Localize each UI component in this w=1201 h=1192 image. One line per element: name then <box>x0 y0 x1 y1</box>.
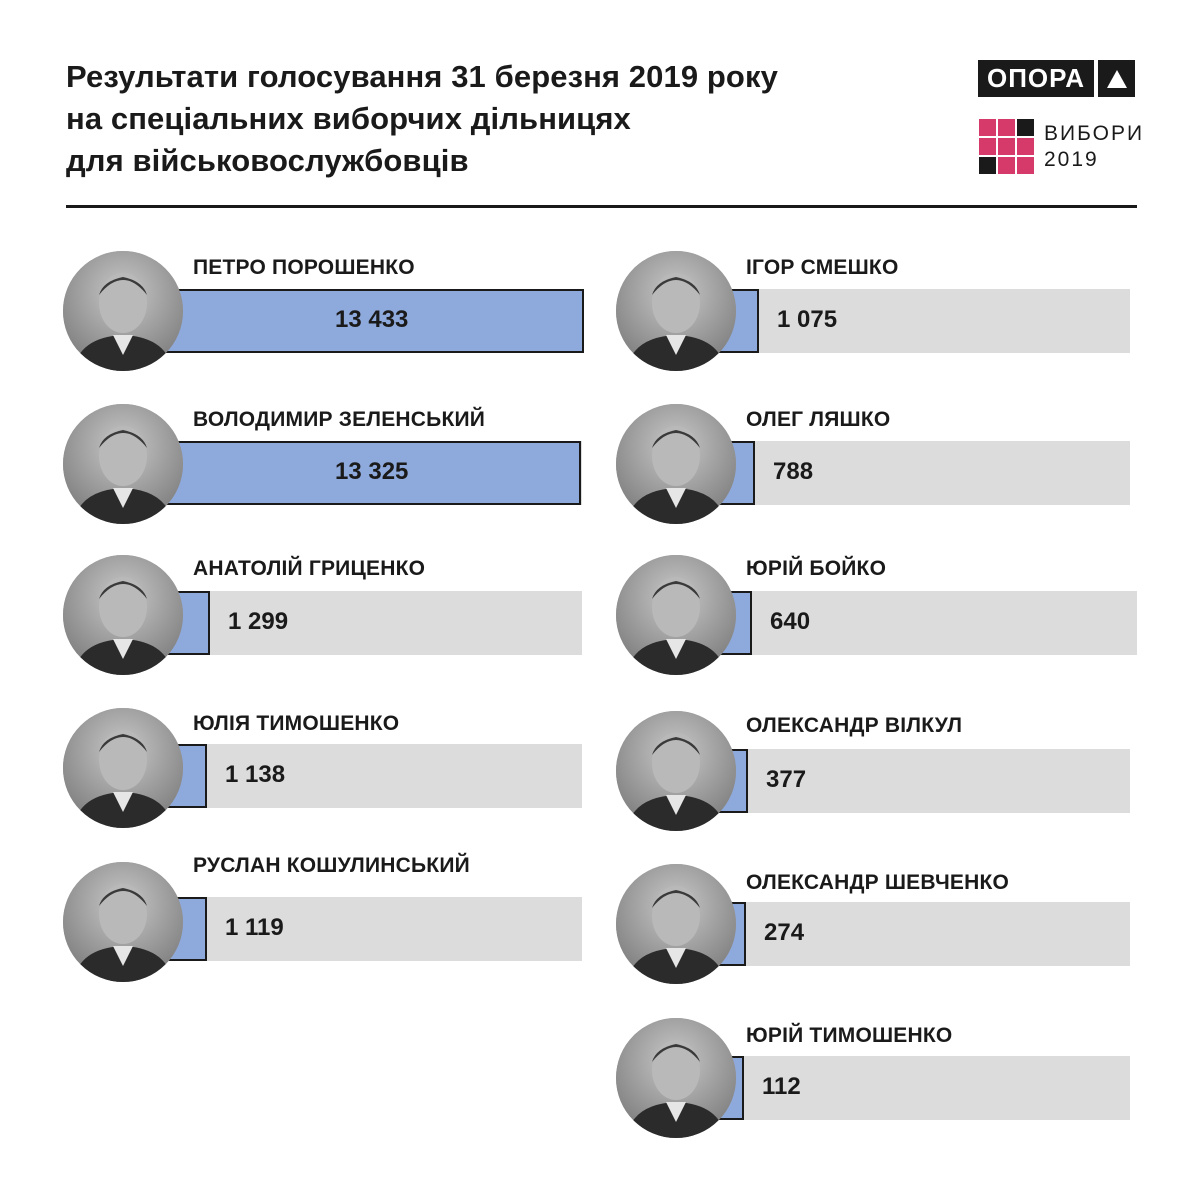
bar-track <box>703 289 1130 353</box>
candidate-photo-icon <box>616 1018 736 1138</box>
data-label: 788 <box>773 458 814 485</box>
vybory-logo-line-2: 2019 <box>1044 147 1099 171</box>
grid-logo-icon <box>979 119 1034 174</box>
data-label: 640 <box>770 608 811 635</box>
opora-logo-text: ОПОРА <box>978 60 1094 97</box>
data-label: 112 <box>762 1073 801 1100</box>
data-label: 1 138 <box>225 761 286 788</box>
vybory-logo-line-1: ВИБОРИ <box>1044 121 1145 145</box>
data-label: 1 299 <box>228 608 289 635</box>
bar-track <box>703 1056 1130 1120</box>
candidate-photo-icon <box>63 862 183 982</box>
candidate-name: ПЕТРО ПОРОШЕНКО <box>193 256 415 279</box>
bar-track <box>150 744 582 808</box>
candidate-photo-icon <box>616 251 736 371</box>
logo-grid-cell <box>979 157 996 174</box>
candidate-photo-icon <box>63 708 183 828</box>
bar-track <box>150 897 582 961</box>
data-label: 1 075 <box>777 306 838 333</box>
title-line-3: для військовослужбовців <box>66 143 469 178</box>
bar-track <box>703 441 1130 505</box>
bar-track <box>703 749 1130 813</box>
logo-grid-cell <box>998 119 1015 136</box>
candidate-photo-icon <box>616 711 736 831</box>
candidate-name: ІГОР СМЕШКО <box>746 256 899 279</box>
bar-track <box>703 591 1137 655</box>
header-divider <box>66 205 1137 208</box>
candidate-name: ОЛЕГ ЛЯШКО <box>746 408 891 431</box>
bar-track <box>703 902 1130 966</box>
logo-grid-cell <box>979 119 996 136</box>
page-title: Результати голосування 31 березня 2019 р… <box>66 56 886 182</box>
data-label: 377 <box>766 766 807 793</box>
candidate-name: ЮЛІЯ ТИМОШЕНКО <box>193 712 400 735</box>
logo-grid-cell <box>1017 119 1034 136</box>
vybory-2019-logo: ВИБОРИ 2019 <box>979 119 1144 174</box>
bar-track <box>150 591 582 655</box>
data-label: 274 <box>764 919 805 946</box>
candidate-name: ЮРІЙ БОЙКО <box>746 557 887 580</box>
candidate-name: ОЛЕКСАНДР ШЕВЧЕНКО <box>746 871 1010 894</box>
data-label: 13 325 <box>335 458 409 485</box>
candidate-photo-icon <box>63 555 183 675</box>
candidate-photo-icon <box>63 251 183 371</box>
logo-grid-cell <box>1017 138 1034 155</box>
data-label: 1 119 <box>225 914 284 941</box>
candidate-photo-icon <box>616 864 736 984</box>
candidate-name: ВОЛОДИМИР ЗЕЛЕНСЬКИЙ <box>193 408 486 431</box>
data-label: 13 433 <box>335 306 409 333</box>
opora-logo: ОПОРА <box>978 60 1135 97</box>
candidate-name: ОЛЕКСАНДР ВІЛКУЛ <box>746 714 963 737</box>
title-line-2: на спеціальних виборчих дільницях <box>66 101 631 136</box>
candidate-photo-icon <box>616 555 736 675</box>
candidate-photo-icon <box>616 404 736 524</box>
candidate-name: РУСЛАН КОШУЛИНСЬКИЙ <box>193 854 470 877</box>
logo-grid-cell <box>998 138 1015 155</box>
logo-grid-cell <box>979 138 996 155</box>
candidate-photo-icon <box>63 404 183 524</box>
logo-grid-cell <box>998 157 1015 174</box>
candidate-name: АНАТОЛІЙ ГРИЦЕНКО <box>193 557 426 580</box>
bar <box>150 289 584 353</box>
candidate-name: ЮРІЙ ТИМОШЕНКО <box>746 1024 953 1047</box>
vybory-logo-text: ВИБОРИ 2019 <box>1044 121 1144 173</box>
logo-grid-cell <box>1017 157 1034 174</box>
title-line-1: Результати голосування 31 березня 2019 р… <box>66 59 778 94</box>
triangle-icon <box>1098 60 1135 97</box>
